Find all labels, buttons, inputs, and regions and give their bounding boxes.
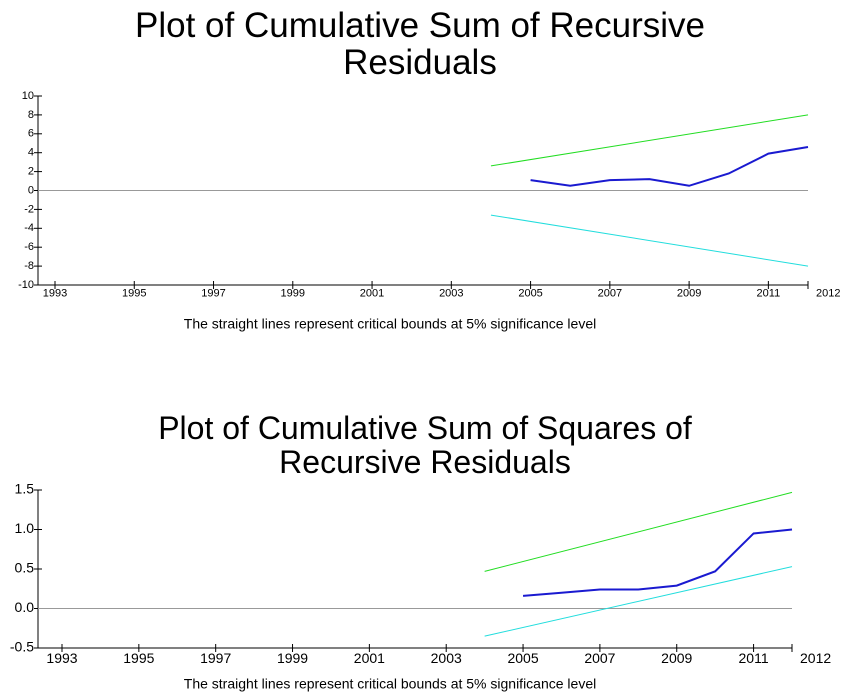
y-tick-label: -4 (24, 222, 34, 234)
y-tick-label: 0 (28, 184, 34, 196)
x-tick-label: 2007 (584, 650, 615, 666)
y-tick-label: 1.0 (15, 520, 35, 536)
x-tick-label: 1993 (43, 288, 67, 300)
y-tick-label: -2 (24, 203, 34, 215)
x-tick-label: 2001 (354, 650, 385, 666)
y-tick-label: 0.5 (15, 560, 35, 576)
x-tick-label: 2003 (439, 288, 463, 300)
y-tick-label: 2 (28, 166, 34, 178)
x-tick-label: 2005 (518, 288, 542, 300)
x-tick-label: 2003 (431, 650, 462, 666)
x-tick-label: 1997 (201, 288, 225, 300)
note: The straight lines represent critical bo… (184, 316, 596, 332)
x-tick-label: 2005 (507, 650, 538, 666)
y-tick-label: 0.0 (15, 599, 35, 615)
x-tick-label: 2011 (757, 288, 781, 300)
x-tick-label: 1999 (281, 288, 305, 300)
note: The straight lines represent critical bo… (184, 676, 596, 692)
x-tick-label: 2009 (661, 650, 692, 666)
series-line (485, 567, 792, 637)
y-tick-label: -8 (24, 260, 34, 272)
y-tick-label: 1.5 (15, 481, 35, 497)
x-tick-label: 1999 (277, 650, 308, 666)
charts: -10 -8 -6 -4 -2 0 2 4 6 8 10 1993 1995 1997 1999 2001 20… (0, 0, 851, 693)
y-tick-label: 6 (28, 128, 34, 140)
series-line (523, 530, 792, 596)
y-tick-label: 8 (28, 109, 34, 121)
y-tick-label: -0.5 (10, 639, 34, 655)
series-line (491, 215, 808, 266)
y-tick-label: 4 (28, 147, 34, 159)
x-tick-label: 2007 (598, 288, 622, 300)
x-tick-label: 1993 (46, 650, 77, 666)
x-tick-label: 2012 (816, 288, 840, 300)
y-tick-label: 10 (22, 90, 34, 102)
series-line (485, 492, 792, 571)
y-tick-label: -6 (24, 241, 34, 253)
page: Plot of Cumulative Sum of Recursive Resi… (0, 0, 851, 693)
x-tick-label: 1997 (200, 650, 231, 666)
y-tick-label: -10 (18, 279, 34, 291)
x-tick-label: 2012 (800, 650, 831, 666)
x-tick-label: 2001 (360, 288, 384, 300)
x-tick-label: 2011 (739, 650, 769, 666)
x-tick-label: 1995 (122, 288, 146, 300)
x-tick-label: 2009 (677, 288, 701, 300)
x-tick-label: 1995 (123, 650, 154, 666)
